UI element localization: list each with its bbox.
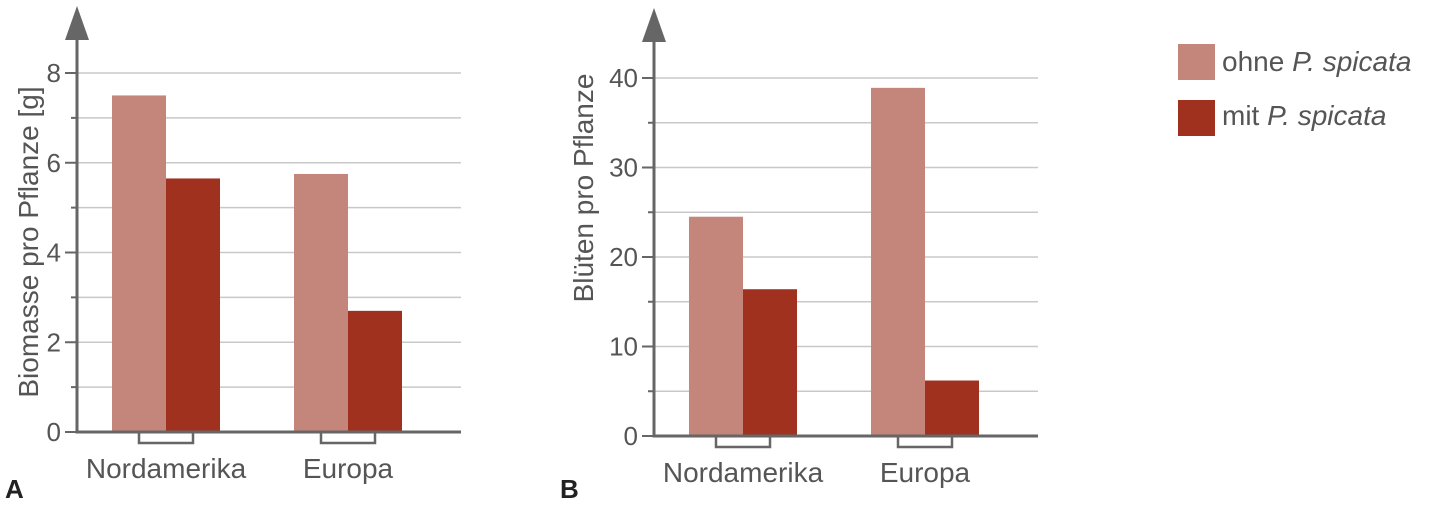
y-axis-arrow-icon (642, 8, 666, 42)
y-axis-title: Blüten pro Pflanze (568, 74, 599, 303)
x-category-label: Europa (303, 453, 394, 484)
panel-label: B (560, 474, 579, 504)
legend-swatch (1178, 44, 1215, 80)
legend-prefix: ohne (1222, 46, 1292, 77)
y-tick-label: 30 (609, 153, 638, 183)
panel-a-chart: 0 2 4 6 8 Nordamerika Europa Biomasse pro Pflan… (5, 6, 461, 504)
panel-b-chart: 0 10 20 30 40 Nordamerika Europa Blüten pro Pfl… (560, 8, 1038, 504)
x-category-label: Nordamerika (86, 453, 247, 484)
category-bracket (896, 436, 954, 449)
bar-ohne-nordamerika (689, 216, 743, 436)
y-tick-label: 10 (609, 332, 638, 362)
y-axis-arrow-icon (65, 6, 89, 40)
legend-swatch (1178, 100, 1215, 136)
legend-species: P. spicata (1267, 100, 1386, 131)
category-bracket (714, 436, 772, 449)
panel-label: A (5, 474, 24, 504)
bar-mit-europa (348, 310, 402, 432)
y-tick-label: 20 (609, 242, 638, 272)
legend-label: ohne P. spicata (1222, 46, 1411, 77)
bar-mit-nordamerika (166, 178, 220, 432)
y-tick-label: 0 (624, 421, 638, 451)
bar-ohne-europa (294, 173, 348, 432)
y-tick-label: 0 (47, 417, 61, 447)
category-bracket (137, 432, 195, 445)
legend-prefix: mit (1222, 100, 1267, 131)
x-category-label: Europa (880, 457, 971, 488)
bar-ohne-europa (871, 87, 925, 436)
legend-species: P. spicata (1292, 46, 1411, 77)
y-tick-label: 8 (47, 58, 61, 88)
y-tick-label: 4 (47, 238, 61, 268)
x-category-label: Nordamerika (663, 457, 824, 488)
category-bracket (319, 432, 377, 445)
bar-mit-europa (925, 380, 979, 436)
y-tick-label: 6 (47, 148, 61, 178)
y-tick-label: 40 (609, 63, 638, 93)
y-axis-title: Biomasse pro Pflanze [g] (13, 86, 44, 397)
bar-ohne-nordamerika (112, 95, 166, 432)
y-tick-label: 2 (47, 327, 61, 357)
legend-label: mit P. spicata (1222, 100, 1386, 131)
bar-mit-nordamerika (743, 289, 797, 436)
